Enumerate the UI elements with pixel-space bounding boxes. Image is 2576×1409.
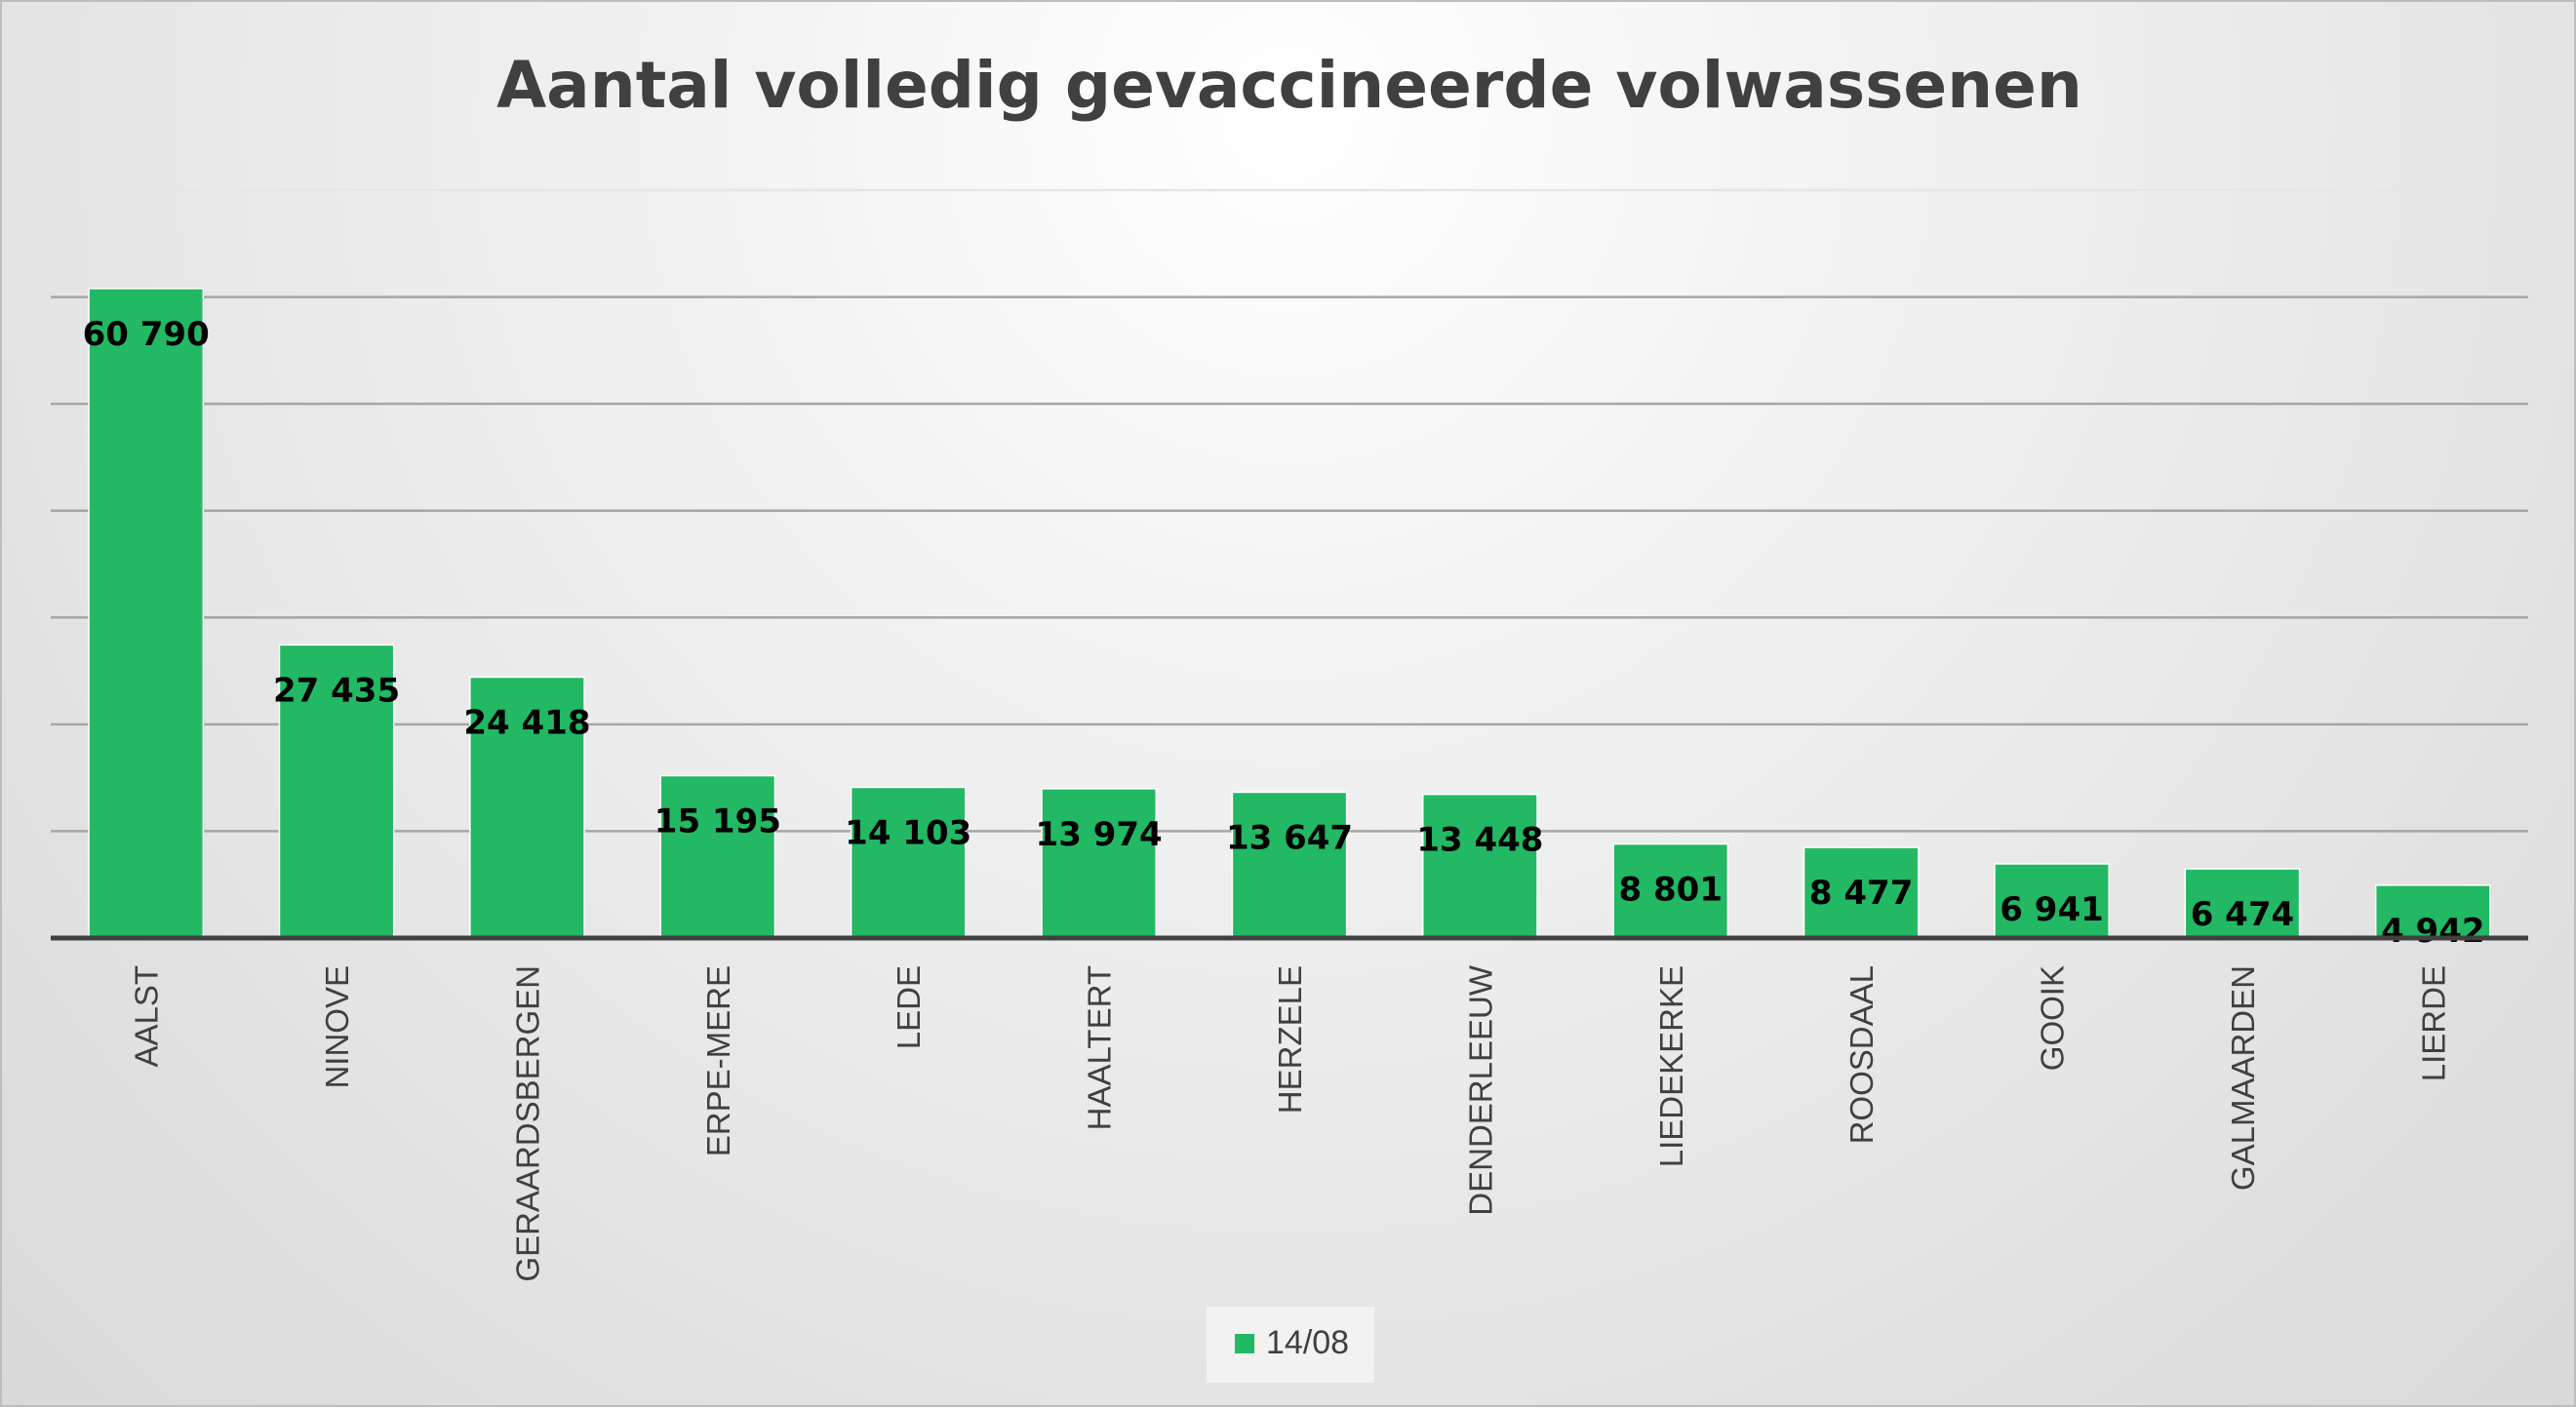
bar <box>659 774 776 939</box>
category-label: GERAARDSBERGEN <box>509 965 545 1282</box>
data-label: 24 418 <box>463 703 590 742</box>
bar <box>1803 846 1920 939</box>
data-label: 6 941 <box>2000 890 2103 929</box>
bar <box>2374 884 2491 939</box>
category-label: LIERDE <box>2415 965 2451 1081</box>
bar <box>1994 863 2110 939</box>
data-label: 13 647 <box>1226 818 1353 857</box>
category-label: AALST <box>129 965 165 1068</box>
data-label: 27 435 <box>273 671 400 710</box>
category-labels: AALST NINOVE GERAARDSBERGEN ERPE-MERE LEDE HA… <box>129 964 2452 1281</box>
bars <box>88 288 2491 939</box>
category-label: GOOIK <box>2035 965 2071 1071</box>
data-label: 13 974 <box>1036 815 1163 854</box>
data-label: 60 790 <box>83 315 210 354</box>
category-label: ROOSDAAL <box>1843 965 1880 1144</box>
data-label: 13 448 <box>1416 821 1543 860</box>
data-label: 4 942 <box>2381 912 2484 951</box>
category-label: DENDERLEEUW <box>1462 964 1498 1216</box>
category-label: HERZELE <box>1272 965 1308 1114</box>
legend: 14/08 <box>1207 1307 1374 1383</box>
bar <box>1041 788 1157 939</box>
category-label: NINOVE <box>319 965 355 1089</box>
data-labels: 60 790 27 435 24 418 15 195 14 103 13 974 13 6… <box>83 315 2485 951</box>
data-label: 14 103 <box>845 813 971 852</box>
data-label: 15 195 <box>654 802 781 841</box>
gridlines <box>51 188 2528 833</box>
legend-label: 14/08 <box>1266 1324 1349 1361</box>
bar <box>2184 868 2301 939</box>
data-label: 8 801 <box>1619 871 1723 910</box>
category-label: LEDE <box>891 965 927 1049</box>
bar <box>1231 791 1348 939</box>
category-label: LIEDEKERKE <box>1653 965 1689 1167</box>
bar <box>850 786 967 939</box>
bar <box>88 288 205 939</box>
category-label: GALMAARDEN <box>2225 965 2261 1191</box>
legend-background <box>1207 1307 1374 1383</box>
data-label: 6 474 <box>2191 895 2294 934</box>
bar <box>469 676 585 939</box>
category-label: HAALTERT <box>1082 965 1118 1130</box>
legend-swatch <box>1235 1334 1254 1353</box>
bar <box>1422 793 1538 939</box>
chart-title: Aantal volledig gevaccineerde volwassene… <box>496 48 2082 123</box>
bar <box>278 644 395 939</box>
data-label: 8 477 <box>1809 874 1913 913</box>
category-label: ERPE-MERE <box>700 965 736 1156</box>
